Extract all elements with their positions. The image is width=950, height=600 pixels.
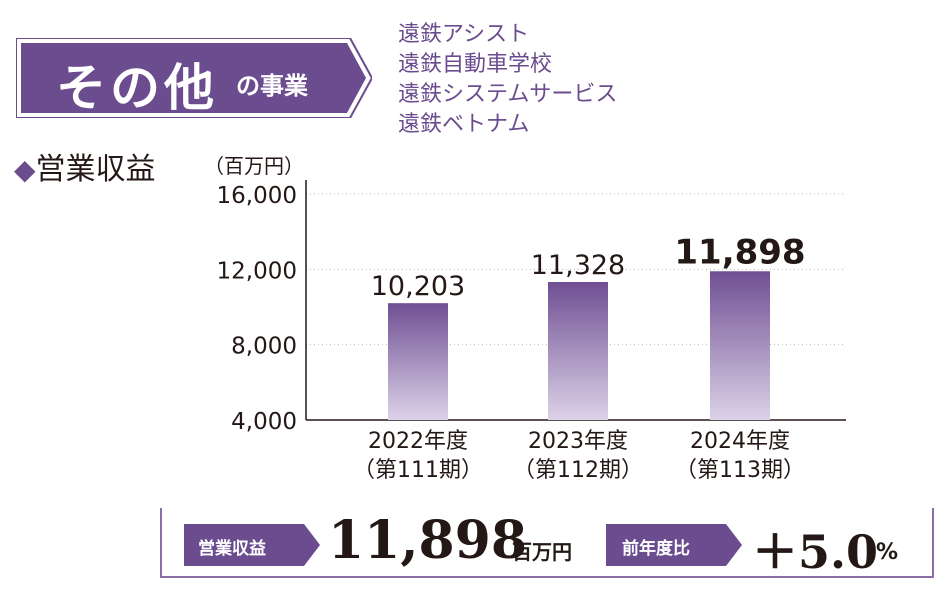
- summary-box: [160, 508, 934, 578]
- bar-value-label: 11,898: [674, 232, 805, 272]
- revenue-tag-shape: [184, 524, 320, 566]
- change-tag: 前年度比: [622, 539, 690, 559]
- x-category-label: 2024年度: [690, 429, 790, 454]
- change-unit: %: [876, 540, 899, 565]
- bar: [388, 303, 448, 420]
- unit-label: （百万円）: [204, 154, 304, 178]
- x-category-label: 2023年度: [528, 429, 628, 454]
- y-tick-label: 4,000: [231, 409, 297, 435]
- bar-value-label: 10,203: [371, 271, 465, 302]
- y-tick-label: 16,000: [217, 183, 297, 209]
- x-category-label: 2022年度: [368, 429, 468, 454]
- bar: [710, 271, 770, 420]
- company-item: 遠鉄自動車学校: [398, 52, 553, 77]
- revenue-unit: 百万円: [512, 540, 572, 564]
- banner-arrow-shape: [16, 38, 372, 118]
- y-tick-label: 8,000: [231, 334, 297, 360]
- section-heading: ◆営業収益: [14, 144, 156, 188]
- y-tick-label: 12,000: [217, 258, 297, 284]
- company-item: 遠鉄アシスト: [398, 22, 530, 47]
- segment-title-suffix: の事業: [236, 71, 308, 100]
- x-category-period-label: （第111期）: [353, 458, 483, 483]
- company-item: 遠鉄システムサービス: [398, 82, 618, 107]
- change-value: ＋5.0: [752, 525, 879, 579]
- segment-banner: その他 の事業: [16, 38, 372, 118]
- x-category-period-label: （第113期）: [675, 458, 805, 483]
- bar-value-label: 11,328: [531, 250, 625, 281]
- change-tag-shape: [606, 524, 742, 566]
- x-category-period-label: （第112期）: [513, 458, 643, 483]
- section-title: 営業収益: [35, 152, 156, 187]
- revenue-value: 11,898: [328, 510, 528, 571]
- revenue-tag: 営業収益: [198, 539, 266, 559]
- segment-title: その他: [56, 58, 218, 117]
- bar: [548, 281, 608, 420]
- company-item: 遠鉄ベトナム: [398, 112, 530, 137]
- diamond-icon: ◆: [14, 153, 36, 186]
- company-list: 遠鉄アシスト 遠鉄自動車学校 遠鉄システムサービス 遠鉄ベトナム: [398, 20, 617, 140]
